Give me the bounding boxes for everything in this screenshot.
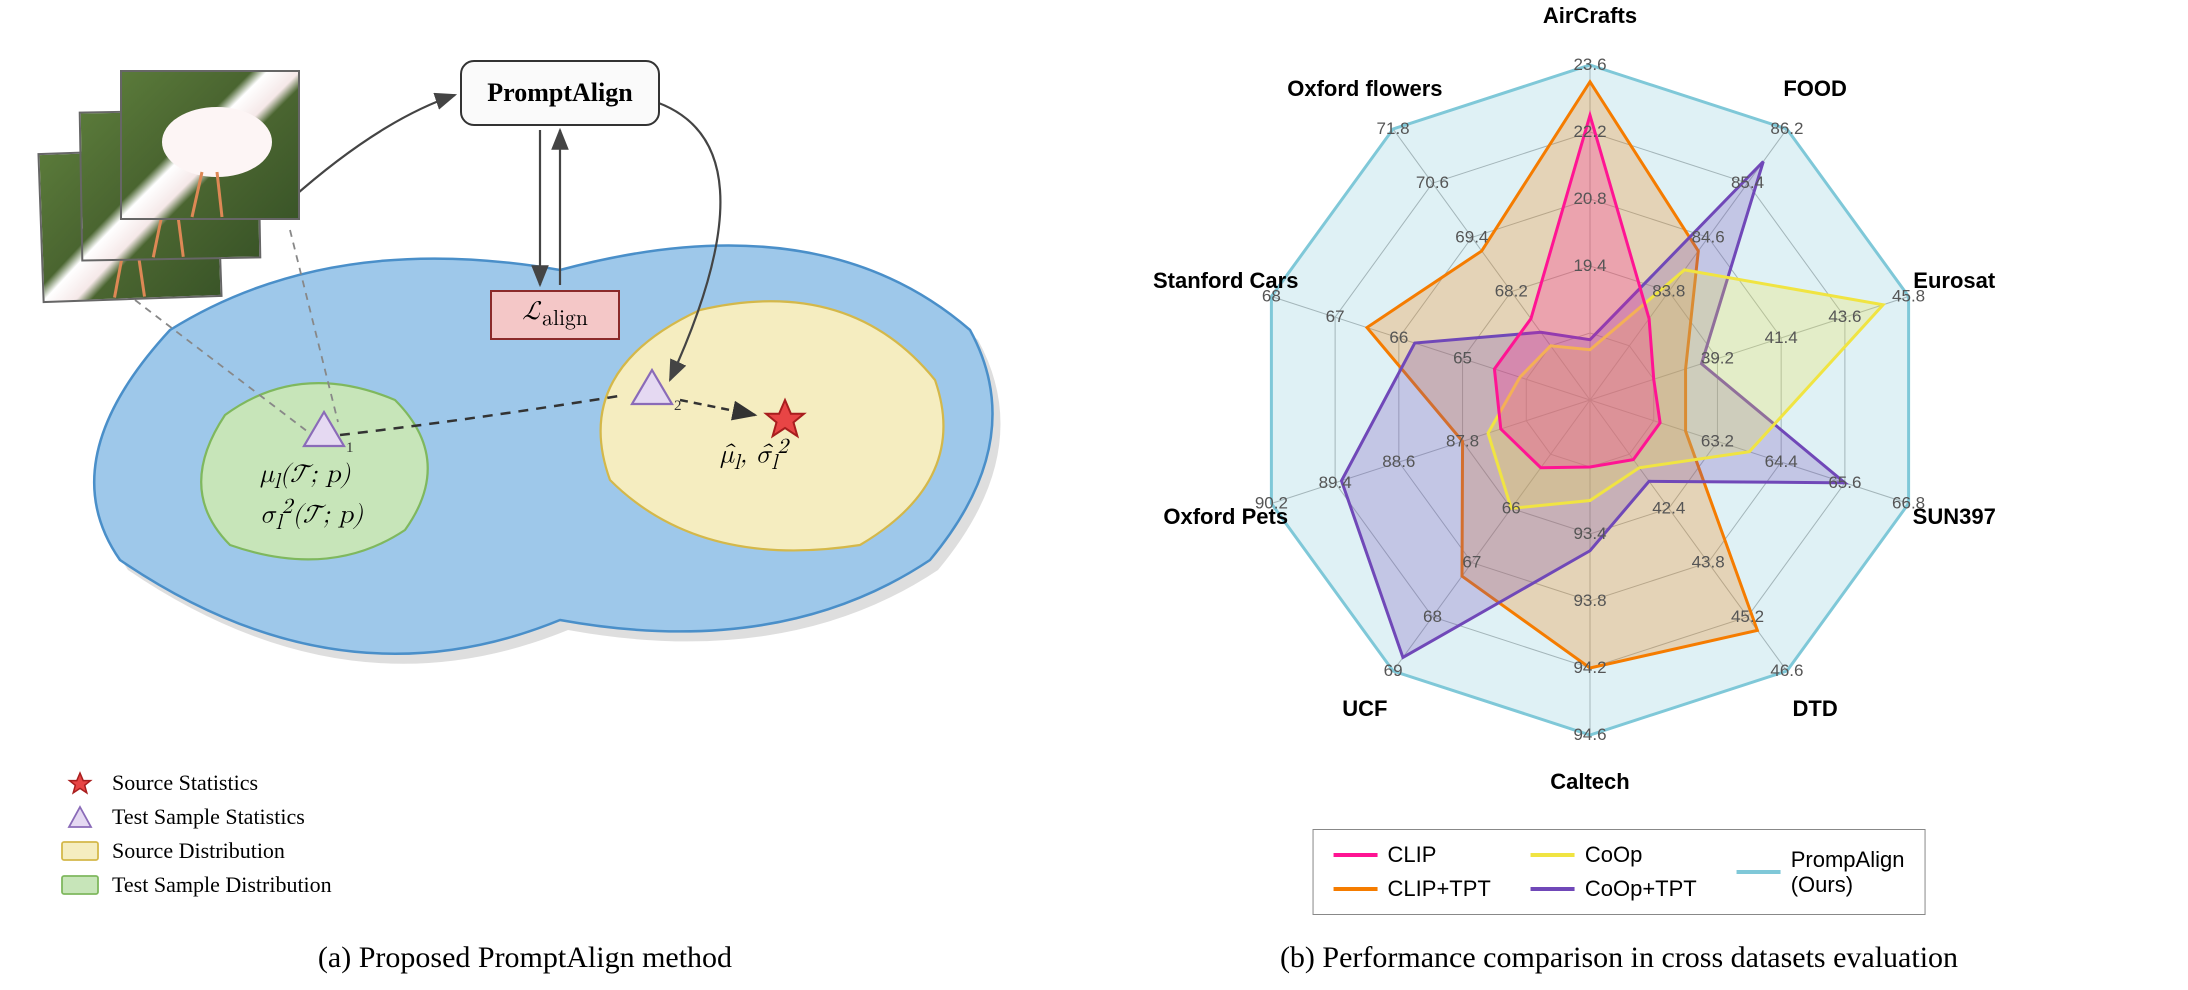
legend-row-test-stats: Test Sample Statistics (60, 803, 332, 831)
svg-text:87.8: 87.8 (1446, 431, 1479, 450)
svg-text:89.4: 89.4 (1319, 473, 1352, 492)
svg-text:69: 69 (1384, 661, 1403, 680)
green-sigma-label: σl2(𝒯; p) (260, 495, 363, 536)
promptalign-box: PromptAlign (460, 60, 660, 126)
promptalign-label: PromptAlign (487, 78, 632, 108)
legend-row-test-dist: Test Sample Distribution (60, 871, 332, 899)
svg-text:65: 65 (1453, 349, 1472, 368)
radar-axis-label: AirCrafts (1510, 3, 1670, 29)
legend-row-source-dist: Source Distribution (60, 837, 332, 865)
legend-series-row: CLIP (1334, 842, 1491, 868)
svg-text:66: 66 (1502, 498, 1521, 517)
radar-axis-label: FOOD (1735, 76, 1895, 102)
legend-label: Test Sample Distribution (112, 872, 332, 898)
legend-series-row: CoOp (1531, 842, 1697, 868)
svg-text:64.4: 64.4 (1765, 452, 1798, 471)
radar-axis-label: UCF (1285, 696, 1445, 722)
lalign-box: ℒalign (490, 290, 620, 340)
legend-row-source-stats: Source Statistics (60, 769, 332, 797)
svg-text:65.6: 65.6 (1828, 473, 1861, 492)
svg-text:20.8: 20.8 (1573, 189, 1606, 208)
panel-right: 19.4 20.8 22.2 23.6 83.8 84.6 85.4 86.2 39.2 41.4… (1050, 0, 2188, 990)
svg-text:94.6: 94.6 (1573, 725, 1606, 744)
legend-color-swatch (1334, 853, 1378, 857)
svg-text:2: 2 (674, 398, 682, 414)
green-mu-label: μl(𝒯; p) (260, 460, 351, 495)
flamingo-image-stack (40, 70, 300, 310)
svg-text:88.6: 88.6 (1382, 452, 1415, 471)
radar-axis-label: Oxford Pets (1146, 504, 1306, 530)
legend-color-swatch (1531, 887, 1575, 891)
legend-series-row: CLIP+TPT (1334, 876, 1491, 902)
legend-label: Source Distribution (112, 838, 285, 864)
svg-text:46.6: 46.6 (1770, 661, 1803, 680)
legend-series-label: CoOp (1585, 842, 1642, 868)
svg-text:85.4: 85.4 (1731, 173, 1764, 192)
legend-color-swatch (1334, 887, 1378, 891)
svg-text:67: 67 (1462, 553, 1481, 572)
svg-text:67: 67 (1326, 307, 1345, 326)
svg-text:93.8: 93.8 (1573, 591, 1606, 610)
svg-text:68: 68 (1423, 607, 1442, 626)
svg-text:94.2: 94.2 (1573, 658, 1606, 677)
svg-text:42.4: 42.4 (1652, 498, 1685, 517)
flamingo-image (120, 70, 300, 220)
svg-text:84.6: 84.6 (1692, 227, 1725, 246)
legend-series-row: CoOp+TPT (1531, 876, 1697, 902)
legend-label: Test Sample Statistics (112, 804, 305, 830)
legend-color-swatch (1531, 853, 1575, 857)
panel-left: 1 2 PromptAlign ℒalig (0, 0, 1050, 990)
svg-text:19.4: 19.4 (1573, 256, 1606, 275)
svg-text:70.6: 70.6 (1416, 173, 1449, 192)
legend-series-label: PrompAlign(Ours) (1791, 847, 1905, 898)
radar-chart: 19.4 20.8 22.2 23.6 83.8 84.6 85.4 86.2 39.2 41.4… (1050, 0, 2150, 830)
radar-axis-label: SUN397 (1874, 504, 2034, 530)
legend-series-label: CLIP (1388, 842, 1437, 868)
radar-axis-label: Oxford flowers (1285, 76, 1445, 102)
legend-color-swatch (1737, 870, 1781, 874)
svg-text:71.8: 71.8 (1377, 119, 1410, 138)
svg-text:66: 66 (1389, 328, 1408, 347)
svg-text:39.2: 39.2 (1701, 349, 1734, 368)
lalign-label: ℒalign (522, 297, 588, 332)
svg-text:83.8: 83.8 (1652, 282, 1685, 301)
svg-text:63.2: 63.2 (1701, 431, 1734, 450)
caption-right: (b) Performance comparison in cross data… (1050, 941, 2188, 975)
svg-text:22.2: 22.2 (1573, 122, 1606, 141)
svg-text:93.4: 93.4 (1573, 524, 1606, 543)
legend-label: Source Statistics (112, 770, 258, 796)
svg-text:43.6: 43.6 (1828, 307, 1861, 326)
svg-text:23.6: 23.6 (1573, 55, 1606, 74)
svg-text:45.2: 45.2 (1731, 607, 1764, 626)
yellow-stats-label: μ̂l, σ̂l2 (720, 435, 788, 476)
legend-right: CLIP CLIP+TPT CoOp CoOp+TPT PrompAlign(Ours) (1313, 829, 1926, 915)
radar-axis-label: DTD (1735, 696, 1895, 722)
radar-axis-label: Stanford Cars (1146, 268, 1306, 294)
svg-text:69.4: 69.4 (1455, 227, 1488, 246)
legend-left: Source Statistics Test Sample Statistics… (60, 769, 332, 905)
radar-axis-label: Eurosat (1874, 268, 2034, 294)
legend-series-row: PrompAlign(Ours) (1737, 847, 1905, 898)
svg-text:41.4: 41.4 (1765, 328, 1798, 347)
svg-text:43.8: 43.8 (1692, 553, 1725, 572)
caption-left: (a) Proposed PromptAlign method (0, 941, 1050, 975)
svg-text:1: 1 (346, 440, 354, 456)
radar-axis-label: Caltech (1510, 769, 1670, 795)
legend-series-label: CLIP+TPT (1388, 876, 1491, 902)
figure-container: 1 2 PromptAlign ℒalig (0, 0, 2188, 990)
svg-text:68.2: 68.2 (1495, 282, 1528, 301)
svg-text:86.2: 86.2 (1770, 119, 1803, 138)
legend-series-label: CoOp+TPT (1585, 876, 1697, 902)
